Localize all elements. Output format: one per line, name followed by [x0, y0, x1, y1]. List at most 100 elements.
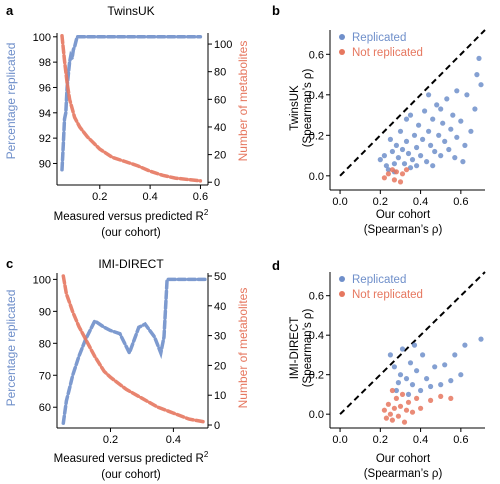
y-tick-label: 0.2 [309, 130, 324, 142]
replicated-point [458, 372, 464, 378]
metabolite-count-line [60, 34, 203, 183]
x-tick-label: 0.4 [413, 434, 428, 446]
replicated-point [407, 360, 414, 366]
not-replicated-point [381, 175, 387, 181]
panel-a-xlabel: Measured versus predicted R2 [54, 208, 209, 223]
panel-a-title: TwinsUK [107, 4, 154, 18]
replicated-point [462, 342, 468, 348]
panel-d-xlabel-line2: (Spearman’s ρ) [364, 468, 443, 480]
y-left-tick-label: 92 [39, 133, 51, 145]
percentage-replicated-line [60, 35, 203, 172]
replicated-point [389, 148, 395, 155]
replicated-point [414, 144, 420, 151]
replicated-point [448, 378, 454, 384]
not-replicated-point [393, 395, 399, 401]
replicated-point [414, 163, 420, 169]
replicated-point [438, 382, 444, 388]
y-left-tick-label: 98 [39, 57, 51, 69]
y-right-tick-label: 0 [214, 420, 220, 432]
replicated-point [458, 118, 464, 124]
not-replicated-point [397, 403, 404, 409]
not-replicated-point [395, 413, 401, 419]
y-left-tick-label: 60 [39, 402, 51, 414]
y-right-tick-label: 10 [214, 390, 226, 402]
panel-label-d: d [272, 258, 280, 273]
y-left-tick-label: 96 [39, 82, 51, 94]
panel-d-plot: 0.0 0.2 0.4 0.6 0.0 0.2 0.4 0.6 Replicated Not re… [309, 271, 486, 446]
replicated-point [442, 138, 448, 144]
panel-d-ylabel: IMI-DIRECT [289, 317, 301, 380]
replicated-point [452, 155, 458, 161]
replicated-point [409, 382, 416, 388]
x-tick-label: 0.6 [193, 191, 208, 203]
x-tick-label: 0.0 [332, 434, 347, 446]
not-replicated-point [391, 177, 397, 183]
replicated-point [478, 82, 484, 88]
not-replicated-point [418, 405, 424, 411]
y-left-tick-label: 90 [39, 306, 51, 318]
replicated-point [420, 136, 426, 142]
y-left-tick-label: 70 [39, 370, 51, 382]
panel-b: b 0.0 0.2 0.4 0.6 0.0 0.2 0.4 0.6 Replicated Not … [272, 3, 486, 236]
replicated-point [405, 150, 412, 157]
y-right-tick-label: 40 [214, 122, 226, 134]
panel-a: a TwinsUK 0.2 0.4 0.6 90 92 94 96 98 100 0 20 40 60 8… [4, 3, 250, 239]
replicated-point [438, 106, 444, 112]
panel-b-xlabel-line2: (Spearman’s ρ) [364, 224, 443, 236]
not-replicated-point [399, 391, 406, 397]
metabolite-count-line [61, 274, 207, 424]
replicated-point [444, 96, 450, 102]
y-tick-label: 0.6 [309, 49, 324, 61]
replicated-point [432, 148, 438, 155]
panel-b-ylabel: TwinsUK [289, 85, 301, 131]
replicated-point [395, 380, 401, 386]
x-tick-label: 0.4 [413, 196, 428, 208]
panel-a-plot: 0.2 0.4 0.6 90 92 94 96 98 100 0 20 40 60 80 100 [33, 32, 233, 203]
y-left-tick-label: 94 [39, 108, 51, 120]
replicated-point [403, 116, 410, 122]
y-left-tick-label: 90 [39, 158, 51, 170]
replicated-point [401, 161, 408, 167]
panel-a-ylabel-left: Percentage replicated [4, 43, 18, 160]
replicated-point [399, 146, 406, 153]
not-replicated-point [393, 169, 399, 175]
panel-a-xlabel-line2: (our cohort) [101, 227, 161, 239]
percentage-replicated-line [61, 277, 207, 425]
not-replicated-point [389, 167, 395, 173]
not-replicated-point [385, 401, 391, 407]
replicated-point [418, 387, 424, 394]
panel-c-title: IMI-DIRECT [98, 257, 164, 271]
replicated-point [395, 155, 401, 161]
panel-label-a: a [6, 3, 14, 18]
panel-d-ylabel-line2: (Spearman’s ρ) [302, 309, 314, 388]
replicated-point [391, 364, 397, 370]
not-replicated-point [401, 419, 408, 425]
replicated-point [393, 142, 399, 148]
panel-label-b: b [272, 3, 280, 18]
y-tick-label: 0.0 [309, 409, 324, 421]
x-tick-label: 0.4 [166, 434, 181, 446]
replicated-point [387, 136, 393, 142]
replicated-point [405, 391, 412, 397]
replicated-point [428, 142, 434, 148]
legend-marker [339, 276, 345, 282]
replicated-point [393, 387, 399, 394]
replicated-point [438, 153, 444, 159]
y-right-tick-label: 40 [214, 301, 226, 313]
replicated-point [442, 362, 448, 368]
y-tick-label: 0.2 [309, 370, 324, 382]
not-replicated-point [385, 171, 391, 177]
y-tick-label: 0.6 [309, 291, 324, 303]
replicated-point [387, 352, 393, 358]
replicated-point [420, 352, 426, 358]
y-left-tick-label: 80 [39, 338, 51, 350]
replicated-point [428, 383, 434, 390]
not-replicated-point [383, 415, 389, 421]
panel-label-c: c [6, 256, 13, 271]
x-tick-label: 0.6 [453, 434, 468, 446]
replicated-point [454, 134, 460, 140]
replicated-point [424, 159, 430, 165]
x-tick-label: 0.2 [373, 196, 388, 208]
not-replicated-point [405, 399, 412, 405]
x-tick-label: 0.2 [373, 434, 388, 446]
